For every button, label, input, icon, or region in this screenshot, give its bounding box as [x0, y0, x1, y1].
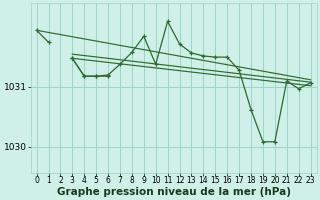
X-axis label: Graphe pression niveau de la mer (hPa): Graphe pression niveau de la mer (hPa) [57, 187, 291, 197]
